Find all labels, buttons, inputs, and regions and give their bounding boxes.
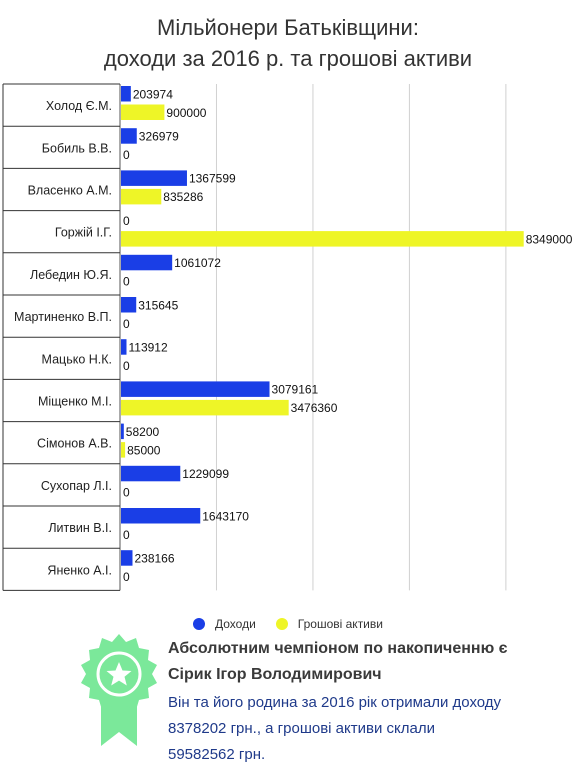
callout-body-line-3: 59582562 грн. <box>168 746 266 763</box>
data-label: 1229099 <box>182 467 229 481</box>
chart-legend: Доходи Грошові активи <box>193 617 403 631</box>
data-label: 1643170 <box>202 509 249 523</box>
category-label: Бобиль В.В. <box>42 141 112 155</box>
data-label: 1061072 <box>174 256 221 270</box>
income-bar <box>121 465 181 482</box>
category-label: Горжій І.Г. <box>55 226 112 240</box>
income-bar <box>121 381 270 397</box>
data-label: 203974 <box>133 87 173 101</box>
category-label: Мацько Н.К. <box>42 352 112 366</box>
bars <box>121 86 524 566</box>
income-bar <box>121 423 124 440</box>
data-label: 58200 <box>126 425 160 439</box>
cash-assets-bar <box>121 231 524 247</box>
callout-headline-line-2: Сірик Ігор Володимирович <box>168 666 382 683</box>
data-label: 0 <box>123 486 130 500</box>
data-label: 0 <box>123 148 130 162</box>
cash-assets-bar <box>121 399 289 416</box>
data-label: 900000 <box>166 106 206 120</box>
category-label: Мартиненко В.П. <box>14 310 112 324</box>
award-star-icon <box>106 662 132 686</box>
data-label: 0 <box>123 317 130 331</box>
data-label: 315645 <box>138 298 178 312</box>
champion-callout: Абсолютним чемпіоном по накопиченню є Сі… <box>168 636 568 768</box>
legend-label-cash: Грошові активи <box>297 617 383 631</box>
legend-label-income: Доходи <box>215 617 256 631</box>
chart-title-line-2: доходи за 2016 р. та грошові активи <box>103 46 473 71</box>
chart-title-line-1: Мільйонери Батьківщини: <box>157 15 419 40</box>
legend-swatch-cash <box>275 618 288 630</box>
bar-chart: Холод Є.М. 203974 900000 Бобиль В.В. 326979 0… <box>2 83 573 591</box>
category-label: Яненко А.І. <box>47 563 112 577</box>
data-label: 0 <box>123 528 130 542</box>
data-label: 835286 <box>163 190 203 204</box>
callout-body: Він та його родина за 2016 рік отримали … <box>168 690 568 768</box>
income-bar <box>121 254 173 271</box>
cash-assets-bar <box>121 104 165 120</box>
data-label: 8349000 <box>526 232 573 246</box>
income-bar <box>121 86 131 102</box>
legend-item-cash: Грошові активи <box>275 617 383 631</box>
callout-body-line-1: Він та його родина за 2016 рік отримали … <box>168 694 502 711</box>
legend-item-income: Доходи <box>193 617 256 631</box>
category-label: Міщенко М.І. <box>38 395 112 409</box>
data-label: 3079161 <box>272 383 319 397</box>
cash-assets-bar <box>121 442 126 458</box>
data-label: 113912 <box>128 340 167 354</box>
data-label: 0 <box>123 570 130 584</box>
data-label: 3476360 <box>291 401 338 415</box>
cash-assets-bar <box>121 188 162 205</box>
chart-title: Мільйонери Батьківщини: доходи за 2016 р… <box>0 12 576 74</box>
category-label: Лебедин Ю.Я. <box>30 268 112 282</box>
data-label: 1367599 <box>189 172 236 186</box>
labels: Холод Є.М. 203974 900000 Бобиль В.В. 326979 0… <box>14 87 573 584</box>
data-label: 0 <box>123 359 130 373</box>
income-bar <box>121 128 137 144</box>
category-label: Сухопар Л.І. <box>41 479 112 493</box>
award-inner-ring <box>96 651 142 697</box>
callout-body-line-2: 8378202 грн., а грошові активи склали <box>168 720 435 737</box>
award-ribbon-icon <box>81 634 157 746</box>
income-bar <box>121 170 187 186</box>
income-bar <box>121 508 201 524</box>
legend-swatch-income <box>193 618 205 630</box>
data-label: 238166 <box>134 551 174 565</box>
data-label: 0 <box>123 275 130 289</box>
category-label: Холод Є.М. <box>46 99 112 113</box>
category-label: Власенко А.М. <box>28 184 112 198</box>
data-label: 0 <box>123 214 130 228</box>
income-bar <box>121 339 127 355</box>
income-bar <box>121 297 137 313</box>
category-label: Сімонов А.В. <box>37 437 112 451</box>
data-label: 85000 <box>127 443 161 457</box>
callout-headline: Абсолютним чемпіоном по накопиченню є Сі… <box>168 636 568 688</box>
category-label: Литвин В.І. <box>48 521 112 535</box>
grid-lines <box>2 83 507 591</box>
data-label: 326979 <box>139 129 179 143</box>
callout-headline-line-1: Абсолютним чемпіоном по накопиченню є <box>168 640 508 657</box>
income-bar <box>121 550 133 566</box>
